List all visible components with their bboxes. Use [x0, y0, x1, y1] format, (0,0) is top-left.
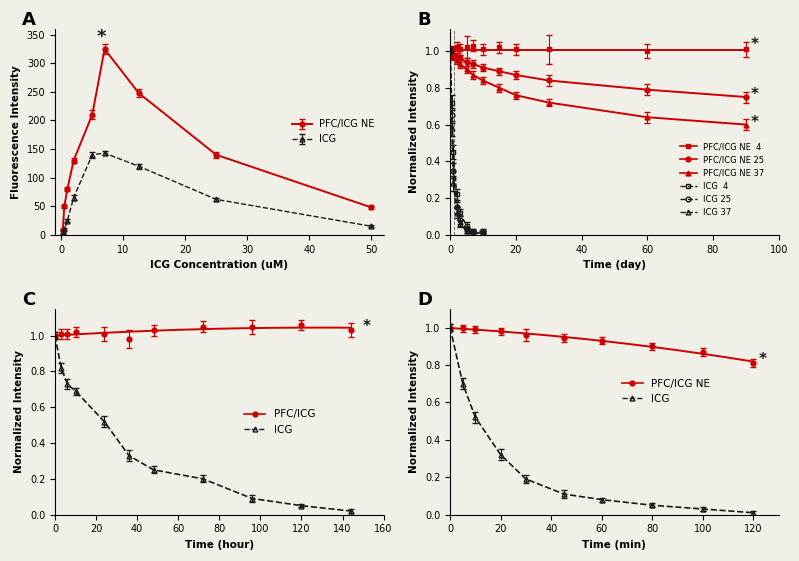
- Legend: PFC/ICG NE  4, PFC/ICG NE 25, PFC/ICG NE 37, ICG  4, ICG 25, ICG 37: PFC/ICG NE 4, PFC/ICG NE 25, PFC/ICG NE …: [677, 139, 768, 220]
- Y-axis label: Normalized Intensity: Normalized Intensity: [14, 350, 24, 473]
- Text: *: *: [363, 319, 371, 334]
- Text: *: *: [751, 37, 759, 52]
- Text: D: D: [417, 291, 432, 309]
- Y-axis label: Fluorescence Intensity: Fluorescence Intensity: [11, 65, 21, 199]
- Text: *: *: [758, 352, 766, 367]
- X-axis label: Time (day): Time (day): [583, 260, 646, 270]
- X-axis label: ICG Concentration (uM): ICG Concentration (uM): [150, 260, 288, 270]
- X-axis label: Time (hour): Time (hour): [185, 540, 254, 550]
- Text: B: B: [417, 11, 431, 29]
- X-axis label: Time (min): Time (min): [582, 540, 646, 550]
- Legend: PFC/ICG NE, ICG: PFC/ICG NE, ICG: [618, 374, 714, 408]
- Legend: PFC/ICG, ICG: PFC/ICG, ICG: [240, 405, 320, 439]
- Legend: PFC/ICG NE, ICG: PFC/ICG NE, ICG: [288, 116, 379, 148]
- Text: C: C: [22, 291, 35, 309]
- Y-axis label: Normalized Intensity: Normalized Intensity: [409, 71, 419, 194]
- Y-axis label: Normalized Intensity: Normalized Intensity: [409, 350, 419, 473]
- Text: *: *: [751, 115, 759, 130]
- Text: *: *: [751, 87, 759, 102]
- Text: *: *: [97, 27, 106, 45]
- Text: A: A: [22, 11, 36, 29]
